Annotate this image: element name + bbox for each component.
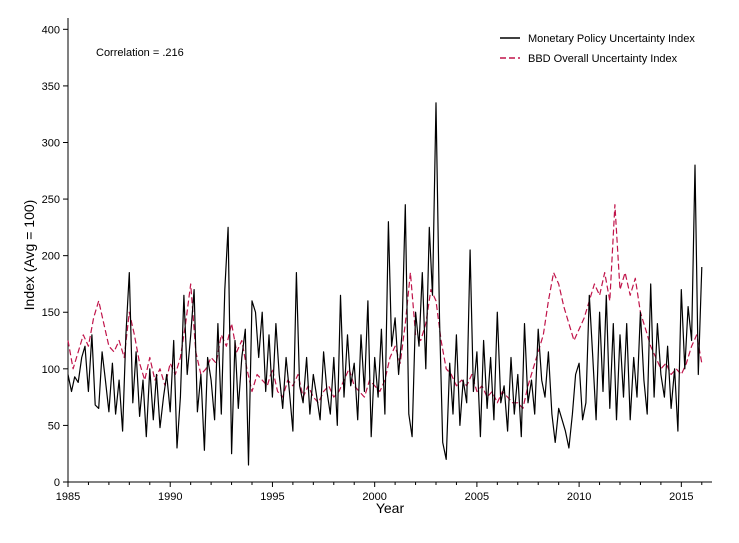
y-tick-label: 200: [42, 251, 60, 263]
y-tick-label: 50: [48, 420, 60, 432]
legend-label: Monetary Policy Uncertainty Index: [528, 33, 695, 45]
y-tick-label: 350: [42, 81, 60, 93]
x-tick-label: 2005: [465, 491, 489, 503]
x-axis-label: Year: [376, 500, 405, 516]
y-tick-label: 100: [42, 364, 60, 376]
x-tick-label: 2015: [669, 491, 693, 503]
series-line-monetary-policy-uncertainty-index: [67, 102, 703, 466]
x-tick-label: 2000: [362, 491, 386, 503]
y-tick-label: 300: [42, 137, 60, 149]
x-tick-label: 1990: [158, 491, 182, 503]
x-tick-label: 1995: [260, 491, 284, 503]
y-tick-label: 400: [42, 24, 60, 36]
legend: Monetary Policy Uncertainty Index BBD Ove…: [500, 33, 695, 65]
y-axis-label: Index (Avg = 100): [21, 200, 37, 311]
correlation-annotation: Correlation = .216: [96, 47, 184, 59]
y-tick-label: 0: [54, 477, 60, 489]
series-lines: [67, 102, 703, 466]
y-tick-label: 250: [42, 194, 60, 206]
y-tick-label: 150: [42, 307, 60, 319]
legend-label: BBD Overall Uncertainty Index: [528, 53, 678, 65]
series-line-bbd-overall-uncertainty-index: [67, 204, 703, 409]
x-tick-label: 2010: [567, 491, 591, 503]
x-tick-label: 1985: [56, 491, 80, 503]
axes: 0 50 100 150 200 250 300 350 400 1985 1990 1995 2000…: [42, 18, 712, 503]
